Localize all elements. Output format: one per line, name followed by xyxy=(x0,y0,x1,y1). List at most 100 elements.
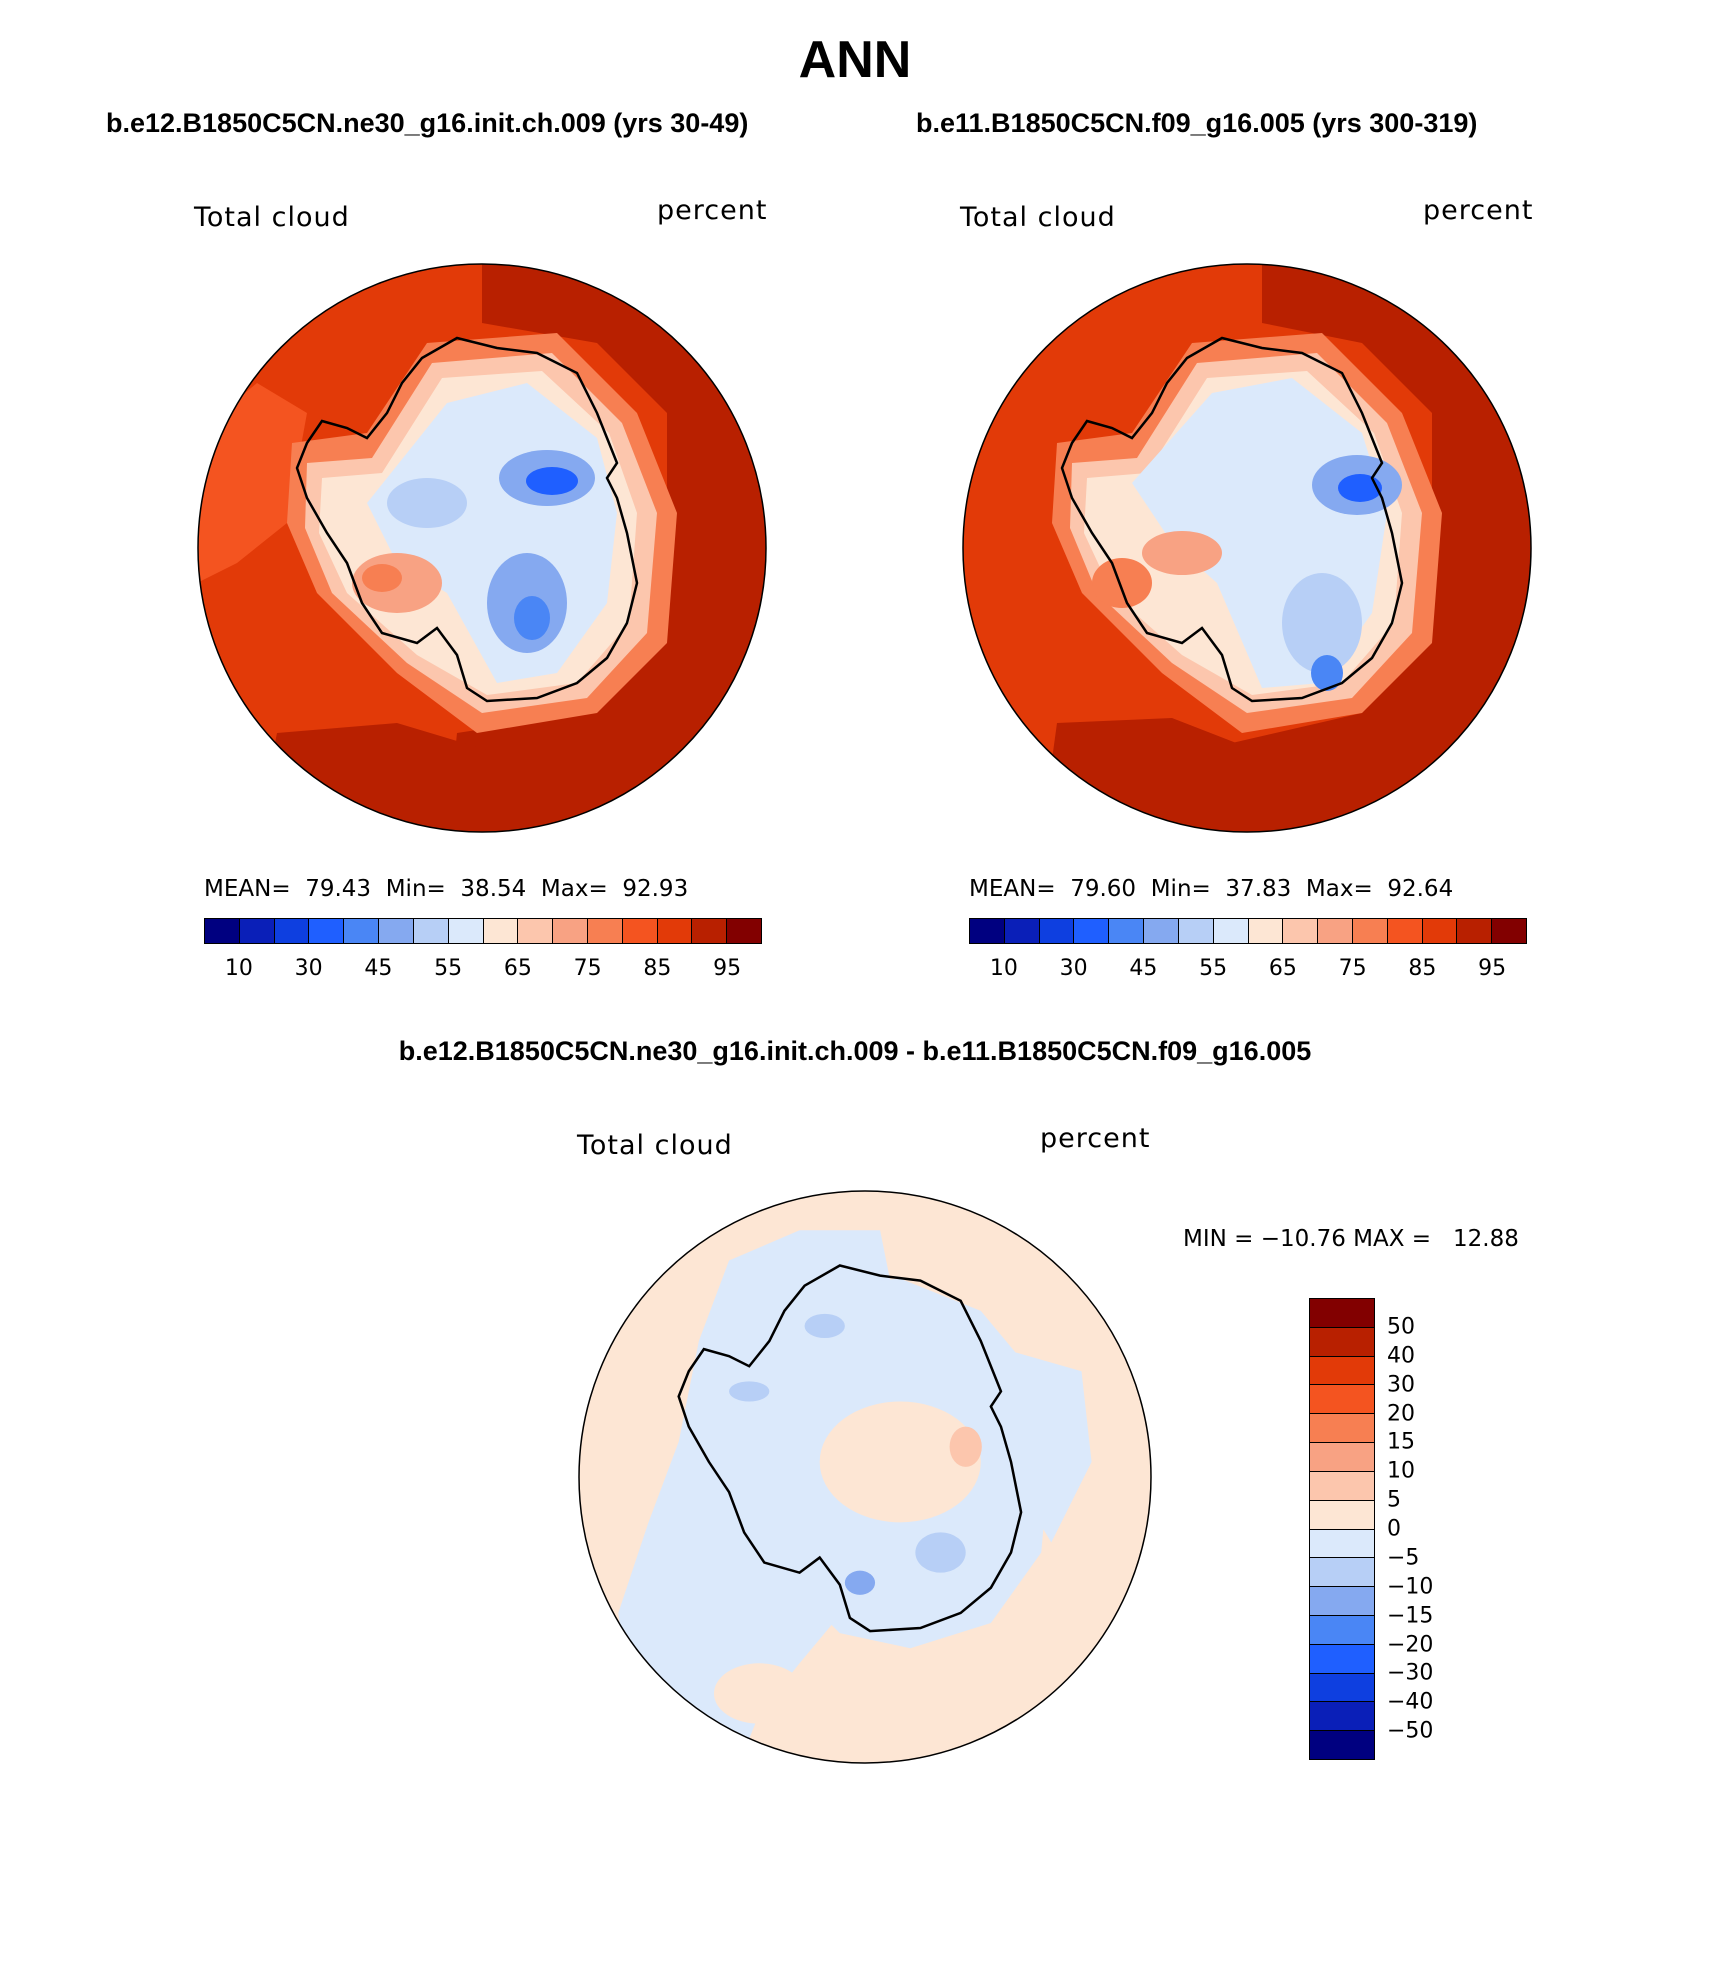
panel1-max-label: Max= xyxy=(540,876,608,902)
diff-colorbar-cell xyxy=(1310,1587,1374,1616)
panel1-colorbar-tick-label: 45 xyxy=(364,956,393,981)
panel2-colorbar-tick-label: 10 xyxy=(989,956,1018,981)
panel1-colorbar-tick-label: 65 xyxy=(503,956,532,981)
diff-map-border xyxy=(578,1190,1152,1764)
panel1-colorbar-cell xyxy=(205,919,240,943)
panel2-colorbar-tick-label: 95 xyxy=(1478,956,1507,981)
diff-colorbar-tick-label: 0 xyxy=(1387,1516,1401,1542)
panel2-colorbar-tick-label: 30 xyxy=(1059,956,1088,981)
panel2-colorbar-cell xyxy=(1074,919,1110,943)
diff-colorbar-tick-label: 40 xyxy=(1387,1343,1415,1369)
panel1-colorbar-cell xyxy=(483,919,519,943)
panel1-antarctica-coast xyxy=(295,336,639,703)
panel2-colorbar-cell xyxy=(1039,919,1075,943)
panel2-min-value: 37.83 xyxy=(1225,876,1292,902)
panel2-high-cloud-belt-east xyxy=(1222,264,1531,832)
panel1-mean-value: 79.43 xyxy=(305,876,372,902)
diff-colorbar-cell xyxy=(1310,1385,1374,1415)
panel1-colorbar-tick-label: 10 xyxy=(224,956,253,981)
panel2-colorbar-cell xyxy=(1318,919,1353,943)
panel2-max-value: 92.64 xyxy=(1387,876,1454,902)
panel1-map xyxy=(197,263,767,833)
panel2-colorbar-cell xyxy=(1004,919,1040,943)
panel2-colorbar-cell xyxy=(1213,919,1249,943)
panel1-stats: MEAN= 79.43 Min= 38.54 Max= 92.93 xyxy=(204,876,688,902)
panel1-max-value: 92.93 xyxy=(622,876,689,902)
diff-colorbar-tick-label: −10 xyxy=(1387,1574,1434,1600)
diff-colorbar-cell xyxy=(1310,1500,1374,1530)
panel2-colorbar-tick-label: 45 xyxy=(1129,956,1158,981)
panel1-colorbar-cell xyxy=(727,919,761,943)
diff-colorbar-tick-label: 15 xyxy=(1387,1429,1415,1455)
panel2-colorbar-cell xyxy=(1109,919,1145,943)
panel1-min-label: Min= xyxy=(385,876,446,902)
panel1-colorbar-tick-label: 55 xyxy=(434,956,463,981)
panel1-colorbar-tick-label: 85 xyxy=(643,956,672,981)
diff-colorbar-cell xyxy=(1310,1443,1374,1472)
panel2-mean-label: MEAN= xyxy=(969,876,1056,902)
panel2-map-border xyxy=(962,263,1532,833)
panel2-colorbar-cell xyxy=(1144,919,1179,943)
diff-colorbar-tick-label: −20 xyxy=(1387,1632,1434,1657)
panel2-colorbar-cell xyxy=(1457,919,1493,943)
panel2-colorbar-cell xyxy=(970,919,1005,943)
diff-colorbar-cell xyxy=(1310,1414,1374,1444)
diff-colorbar-cell xyxy=(1310,1673,1374,1703)
panel1-variable-label: Total cloud xyxy=(194,202,350,233)
panel1-colorbar-cell xyxy=(692,919,728,943)
panel1-colorbar-cell xyxy=(239,919,275,943)
diff-colorbar-tick-label: −50 xyxy=(1387,1718,1434,1744)
panel1-colorbar-cell xyxy=(657,919,693,943)
panel1-colorbar-cell xyxy=(622,919,658,943)
panel1-colorbar-cell xyxy=(553,919,588,943)
diff-title: b.e12.B1850C5CN.ne30_g16.init.ch.009 - b… xyxy=(398,1036,1312,1066)
diff-colorbar-cell xyxy=(1310,1327,1374,1357)
panel1-colorbar xyxy=(204,918,762,944)
diff-units-label: percent xyxy=(1040,1123,1151,1154)
diff-colorbar-cell xyxy=(1310,1299,1374,1328)
diff-variable-label: Total cloud xyxy=(577,1130,733,1161)
panel1-units-label: percent xyxy=(657,195,768,226)
panel2-colorbar-cell xyxy=(1422,919,1458,943)
panel1-min-value: 38.54 xyxy=(460,876,527,902)
diff-negative-east xyxy=(1011,1351,1092,1543)
panel1-colorbar-cell xyxy=(274,919,310,943)
panel1-colorbar-tick-label: 75 xyxy=(573,956,602,981)
diff-colorbar-cell xyxy=(1310,1558,1374,1588)
diff-colorbar-cell xyxy=(1310,1731,1374,1759)
diff-colorbar-tick-label: 20 xyxy=(1387,1401,1415,1426)
panel2-colorbar-cell xyxy=(1283,919,1319,943)
diff-colorbar-tick-label: −5 xyxy=(1387,1545,1420,1571)
case2-title: b.e11.B1850C5CN.f09_g16.005 (yrs 300-319… xyxy=(916,108,1478,138)
panel2-min-label: Min= xyxy=(1150,876,1211,902)
diff-colorbar-tick-label: 10 xyxy=(1387,1458,1415,1484)
diff-antarctica-coast xyxy=(677,1264,1023,1633)
panel2-colorbar-tick-label: 65 xyxy=(1268,956,1297,981)
panel2-max-label: Max= xyxy=(1305,876,1373,902)
panel2-colorbar-cell xyxy=(1178,919,1214,943)
panel2-antarctica-coast xyxy=(1060,336,1404,703)
diff-colorbar-tick-label: −40 xyxy=(1387,1689,1434,1715)
panel1-map-border xyxy=(197,263,767,833)
panel2-mean-value: 79.60 xyxy=(1070,876,1137,902)
panel2-stats: MEAN= 79.60 Min= 37.83 Max= 92.64 xyxy=(969,876,1453,902)
panel1-colorbar-cell xyxy=(587,919,623,943)
diff-colorbar-cell xyxy=(1310,1702,1374,1732)
diff-positive-patch-south xyxy=(713,1663,805,1724)
panel2-colorbar-cell xyxy=(1352,919,1388,943)
figure-title: ANN xyxy=(798,31,912,89)
diff-map xyxy=(578,1190,1152,1764)
panel1-colorbar-cell xyxy=(379,919,414,943)
panel1-colorbar-cell xyxy=(413,919,449,943)
diff-colorbar-cell xyxy=(1310,1529,1374,1559)
diff-minmax: MIN = −10.76 MAX = 12.88 xyxy=(1183,1226,1519,1252)
panel2-colorbar-tick-label: 55 xyxy=(1199,956,1228,981)
diff-colorbar xyxy=(1309,1298,1375,1760)
panel1-mean-label: MEAN= xyxy=(204,876,291,902)
panel2-colorbar-cell xyxy=(1492,919,1526,943)
panel2-colorbar-cell xyxy=(1387,919,1423,943)
diff-colorbar-cell xyxy=(1310,1356,1374,1386)
case1-title: b.e12.B1850C5CN.ne30_g16.init.ch.009 (yr… xyxy=(106,108,749,138)
diff-colorbar-cell xyxy=(1310,1615,1374,1645)
panel2-colorbar-tick-label: 75 xyxy=(1338,956,1367,981)
